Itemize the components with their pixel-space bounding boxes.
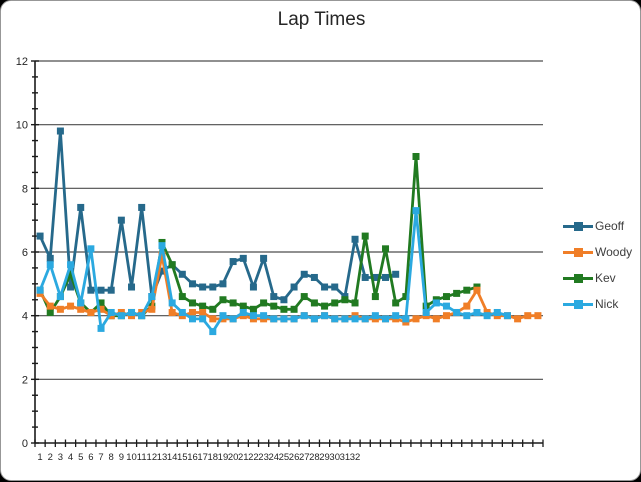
svg-text:27: 27 (299, 452, 310, 463)
svg-text:7: 7 (98, 452, 103, 463)
legend-label-nick: Nick (595, 297, 618, 311)
svg-text:9: 9 (119, 452, 124, 463)
svg-text:12: 12 (147, 452, 158, 463)
svg-text:11: 11 (137, 452, 147, 463)
svg-text:3: 3 (58, 452, 63, 463)
svg-text:6: 6 (22, 247, 28, 259)
svg-text:24: 24 (268, 452, 279, 463)
svg-text:5: 5 (78, 452, 83, 463)
svg-text:26: 26 (289, 452, 300, 463)
svg-text:2: 2 (48, 452, 53, 463)
svg-text:4: 4 (68, 452, 73, 463)
svg-text:10: 10 (16, 120, 28, 132)
woody-series-marker-icon (563, 248, 593, 257)
svg-text:4: 4 (22, 311, 28, 323)
svg-text:18: 18 (208, 452, 219, 463)
svg-text:8: 8 (109, 452, 114, 463)
svg-text:22: 22 (248, 452, 259, 463)
legend-label-woody: Woody (595, 245, 632, 259)
legend-label-geoff: Geoff (595, 219, 624, 233)
svg-text:20: 20 (228, 452, 239, 463)
svg-text:17: 17 (197, 452, 208, 463)
nick-series-marker-icon (563, 300, 593, 309)
svg-text:23: 23 (258, 452, 269, 463)
geoff-series-marker-icon (563, 222, 593, 231)
svg-text:16: 16 (187, 452, 198, 463)
svg-text:31: 31 (340, 452, 351, 463)
svg-text:15: 15 (177, 452, 188, 463)
svg-text:1: 1 (37, 452, 42, 463)
kev-series-marker-icon (563, 274, 593, 283)
svg-text:8: 8 (22, 183, 28, 195)
legend-item-kev[interactable]: Kev (563, 265, 632, 291)
svg-text:13: 13 (157, 452, 168, 463)
legend-label-kev: Kev (595, 271, 616, 285)
svg-text:10: 10 (126, 452, 137, 463)
svg-text:30: 30 (329, 452, 340, 463)
svg-text:19: 19 (218, 452, 229, 463)
svg-text:21: 21 (238, 452, 249, 463)
svg-text:28: 28 (309, 452, 320, 463)
svg-text:25: 25 (279, 452, 290, 463)
svg-text:2: 2 (22, 374, 28, 386)
legend-item-geoff[interactable]: Geoff (563, 213, 632, 239)
legend: Geoff Woody Kev Nick (563, 213, 632, 317)
svg-text:29: 29 (319, 452, 330, 463)
svg-text:14: 14 (167, 452, 178, 463)
legend-item-woody[interactable]: Woody (563, 239, 632, 265)
svg-text:32: 32 (350, 452, 361, 463)
legend-item-nick[interactable]: Nick (563, 291, 632, 317)
svg-text:6: 6 (88, 452, 93, 463)
svg-text:12: 12 (16, 56, 28, 68)
svg-text:0: 0 (22, 438, 28, 450)
